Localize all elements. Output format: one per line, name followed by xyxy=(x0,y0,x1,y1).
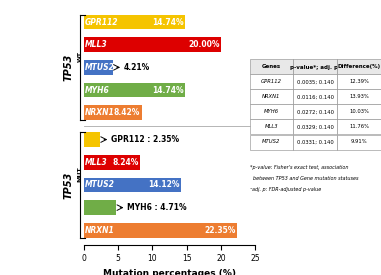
Bar xyxy=(84,223,237,238)
Text: MYH6: MYH6 xyxy=(85,86,110,95)
Bar xyxy=(84,155,140,170)
Text: MTUS2: MTUS2 xyxy=(85,63,115,72)
Bar xyxy=(84,15,185,29)
Bar xyxy=(84,178,181,192)
Bar xyxy=(84,82,185,97)
Text: *p-value: Fisher's exact test, association: *p-value: Fisher's exact test, associati… xyxy=(250,165,348,170)
Text: NRXN1: NRXN1 xyxy=(85,226,115,235)
Text: 20.00%: 20.00% xyxy=(188,40,219,49)
Text: 22.35%: 22.35% xyxy=(204,226,236,235)
Text: 14.74%: 14.74% xyxy=(152,86,184,95)
Text: TP53: TP53 xyxy=(64,54,74,81)
Bar xyxy=(84,60,113,75)
Text: GPR112 : 2.35%: GPR112 : 2.35% xyxy=(111,135,179,144)
Text: MUT: MUT xyxy=(77,166,83,182)
Text: MYH6 : 4.71%: MYH6 : 4.71% xyxy=(127,203,187,212)
Text: ¹adj. p: FDR-adjusted p-value: ¹adj. p: FDR-adjusted p-value xyxy=(250,187,321,192)
Text: NRXN1: NRXN1 xyxy=(85,108,115,117)
Text: between TP53 and Gene mutation statuses: between TP53 and Gene mutation statuses xyxy=(250,176,358,181)
Text: 8.42%: 8.42% xyxy=(114,108,140,117)
Text: MLL3: MLL3 xyxy=(85,158,107,167)
Text: GPR112: GPR112 xyxy=(85,18,118,26)
Text: MTUS2: MTUS2 xyxy=(85,180,115,189)
Bar xyxy=(84,105,142,120)
Bar xyxy=(84,132,100,147)
Text: MLL3: MLL3 xyxy=(85,40,107,49)
Text: 14.12%: 14.12% xyxy=(148,180,179,189)
Text: WT: WT xyxy=(77,51,83,62)
Text: 8.24%: 8.24% xyxy=(112,158,139,167)
X-axis label: Mutation percentages (%): Mutation percentages (%) xyxy=(103,269,236,275)
Text: TP53: TP53 xyxy=(64,171,74,199)
Text: 4.21%: 4.21% xyxy=(124,63,150,72)
Bar xyxy=(84,200,116,215)
Text: 14.74%: 14.74% xyxy=(152,18,184,26)
Bar xyxy=(84,37,221,52)
